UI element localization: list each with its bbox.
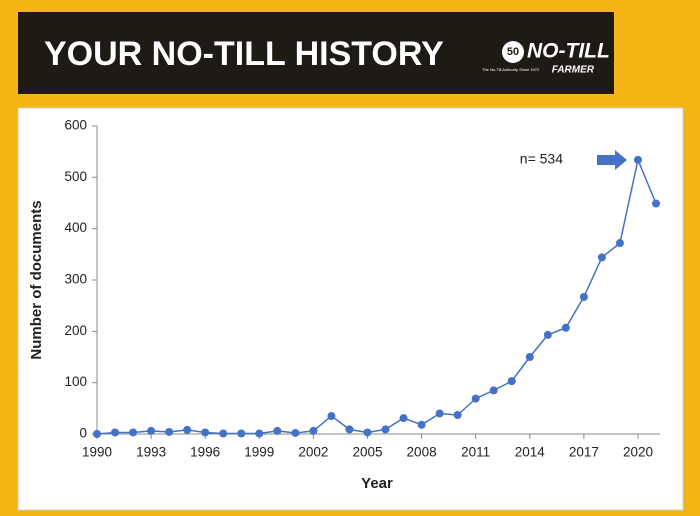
data-point	[183, 425, 192, 434]
x-tick-label: 2005	[352, 445, 382, 460]
data-point	[543, 330, 552, 339]
y-tick-label: 100	[64, 374, 87, 389]
annotation: n= 534	[520, 151, 563, 167]
x-tick-label: 1990	[82, 445, 112, 460]
logo-subname: FARMER	[552, 65, 595, 76]
data-point	[291, 428, 300, 437]
logo-tagline: The No-Till Authority Since 1972	[482, 67, 540, 72]
data-point	[561, 323, 570, 332]
x-tick-label: 2002	[298, 445, 328, 460]
data-point	[309, 426, 318, 435]
data-point	[417, 420, 426, 429]
data-point	[345, 425, 354, 434]
y-tick-label: 0	[79, 426, 87, 441]
x-tick-label: 1999	[244, 445, 274, 460]
data-point	[471, 394, 480, 403]
chart-panel	[17, 107, 684, 511]
data-point	[579, 292, 588, 301]
y-tick-label: 500	[64, 169, 87, 184]
data-point	[507, 377, 516, 386]
y-tick-label: 200	[64, 323, 87, 338]
data-point	[129, 428, 138, 437]
data-point	[237, 429, 246, 438]
logo-badge: 50	[507, 46, 519, 58]
data-point	[399, 414, 408, 423]
y-tick-label: 600	[64, 118, 87, 133]
y-axis-label: Number of documents	[28, 200, 45, 359]
data-point	[652, 199, 660, 208]
logo-badge-circle	[502, 41, 524, 63]
annotation-arrow	[597, 150, 627, 170]
y-tick-label: 300	[64, 272, 87, 287]
logo-name: NO-TILL	[527, 40, 610, 63]
data-point	[489, 386, 498, 395]
x-tick-label: 2008	[407, 445, 437, 460]
data-point	[435, 409, 444, 418]
data-point	[111, 428, 120, 437]
x-tick-label: 2011	[461, 445, 490, 460]
data-point	[381, 425, 390, 434]
data-point	[147, 426, 156, 435]
x-tick-label: 2014	[515, 445, 546, 460]
x-tick-label: 2020	[623, 445, 653, 460]
data-point	[255, 429, 264, 438]
data-point	[615, 239, 624, 248]
y-tick-label: 400	[64, 220, 87, 235]
data-point	[165, 427, 174, 436]
data-point	[201, 428, 210, 437]
data-point	[93, 430, 101, 438]
x-tick-label: 2017	[569, 445, 599, 460]
x-axis-label: Year	[361, 475, 393, 492]
data-point	[525, 353, 534, 361]
data-point	[363, 428, 372, 437]
data-point	[273, 426, 282, 435]
data-point	[453, 411, 462, 420]
data-point	[327, 412, 336, 421]
x-tick-label: 1993	[136, 445, 166, 460]
data-point	[633, 155, 642, 164]
data-point	[219, 429, 228, 438]
header-title: YOUR NO-TILL HISTORY	[44, 35, 444, 73]
x-tick-label: 1996	[190, 445, 220, 460]
data-point	[597, 253, 606, 262]
